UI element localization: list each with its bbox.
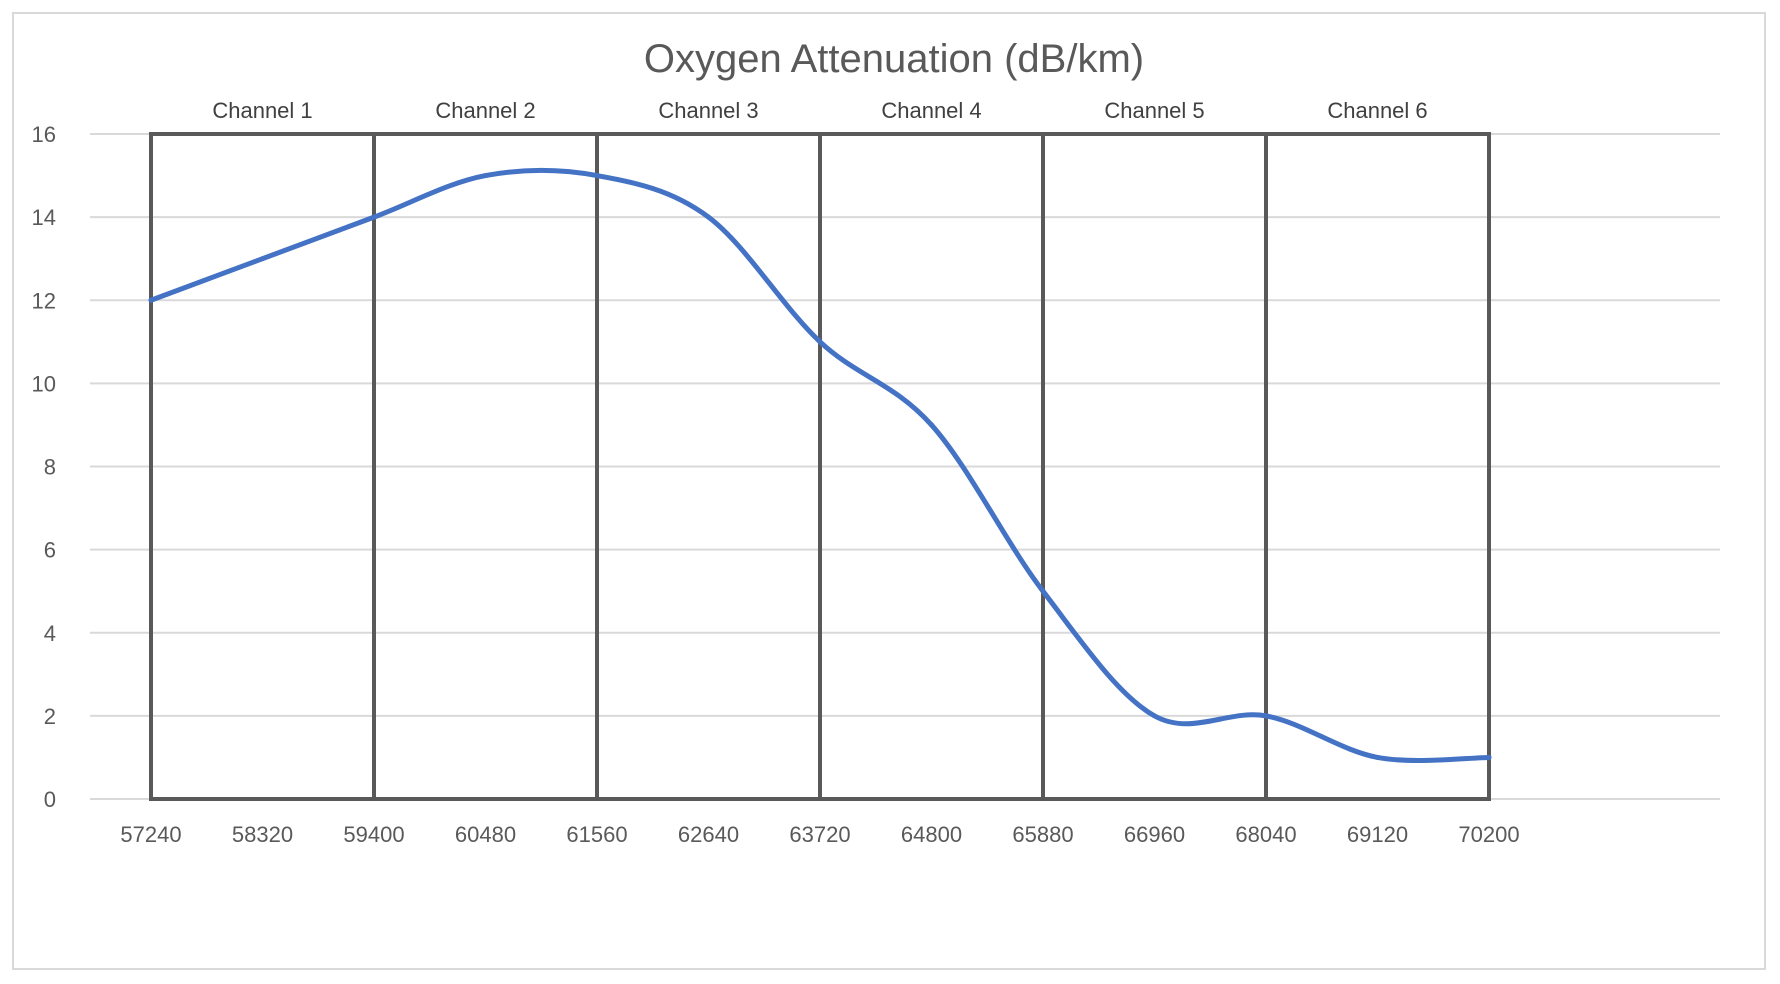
x-axis-ticks: 57240 58320 59400 60480 61560 62640 63720 64800…: [120, 822, 1519, 847]
x-tick-label-68040: 68040: [1235, 822, 1296, 847]
data-point-60480: [483, 173, 488, 179]
y-tick-label-10: 10: [32, 371, 56, 396]
x-tick-label-60480: 60480: [455, 822, 516, 847]
x-tick-label-64800: 64800: [901, 822, 962, 847]
y-tick-label-16: 16: [32, 122, 56, 147]
data-point-65880: [1040, 588, 1046, 594]
x-tick-label-69120: 69120: [1347, 822, 1408, 847]
data-point-58320: [260, 256, 265, 262]
x-tick-label-65880: 65880: [1012, 822, 1073, 847]
data-point-61560: [594, 173, 600, 179]
x-tick-label-58320: 58320: [232, 822, 293, 847]
y-tick-label-6: 6: [44, 538, 56, 563]
data-point-68040: [1263, 713, 1269, 719]
y-tick-label-2: 2: [44, 704, 56, 729]
x-tick-label-59400: 59400: [343, 822, 404, 847]
y-tick-label-8: 8: [44, 455, 56, 480]
data-point-59400: [371, 214, 377, 220]
x-tick-label-70200: 70200: [1458, 822, 1519, 847]
series-line-1: [148, 167, 1492, 763]
y-tick-label-14: 14: [32, 205, 56, 230]
y-tick-label-12: 12: [32, 288, 56, 313]
x-tick-label-62640: 62640: [678, 822, 739, 847]
oxygen-attenuation-chart: Oxygen Attenuation (dB/km) 0 2 4 6 8 10 12 14 16…: [32, 37, 1720, 847]
channel-label-5: Channel 5: [1104, 98, 1204, 123]
data-point-57240: [148, 297, 154, 303]
data-point-64800: [929, 422, 934, 428]
chart-frame: Oxygen Attenuation (dB/km) 0 2 4 6 8 10 12 14 16…: [12, 12, 1766, 970]
x-tick-label-66960: 66960: [1124, 822, 1185, 847]
channel-label-3: Channel 3: [658, 98, 758, 123]
x-tick-label-57240: 57240: [120, 822, 181, 847]
x-tick-label-61560: 61560: [566, 822, 627, 847]
channel-boxes: Channel 1 Channel 2 Channel 3 Channel 4 Chan…: [149, 98, 1491, 801]
channel-label-6: Channel 6: [1327, 98, 1427, 123]
channel-label-2: Channel 2: [435, 98, 535, 123]
y-axis-ticks: 0 2 4 6 8 10 12 14 16: [32, 122, 56, 812]
channel-label-1: Channel 1: [212, 98, 312, 123]
data-point-66960: [1152, 713, 1157, 719]
x-tick-label-63720: 63720: [789, 822, 850, 847]
data-point-62640: [706, 214, 711, 220]
channel-label-4: Channel 4: [881, 98, 981, 123]
data-point-70200: [1486, 754, 1492, 760]
y-tick-label-0: 0: [44, 787, 56, 812]
y-tick-label-4: 4: [44, 621, 56, 646]
data-point-63720: [817, 339, 823, 345]
chart-title: Oxygen Attenuation (dB/km): [644, 37, 1144, 81]
series-layer: [148, 167, 1492, 763]
channel-box-6: [1264, 132, 1491, 801]
data-point-69120: [1375, 754, 1380, 760]
